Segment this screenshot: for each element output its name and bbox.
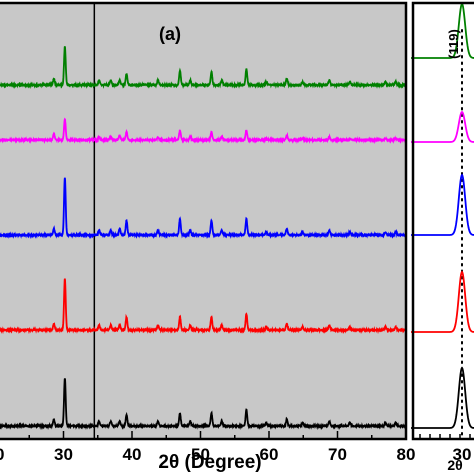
zoom-peak-series: [411, 270, 474, 333]
x-tick-label: 60: [260, 445, 279, 464]
xrd-pattern-series: [0, 278, 407, 335]
zoom-peak-series: [411, 2, 474, 59]
peak-annotation: (119): [446, 29, 461, 59]
xrd-pattern-series: [0, 177, 407, 240]
zoom-x-tick-label: 30: [453, 445, 472, 464]
zoom-plot-background: [413, 3, 474, 439]
zoom-peak-series: [411, 366, 474, 429]
series-group: [0, 46, 407, 431]
zoom-series-group: [411, 2, 474, 429]
x-axis-ticks: [28, 431, 407, 439]
x-tick-label: 40: [123, 445, 142, 464]
zoom-peak-series: [411, 110, 474, 143]
x-tick-label: 70: [328, 445, 347, 464]
main-panel: 20 30 40 50 60 70 80 (a) 2θ (Degree): [0, 1, 415, 473]
xrd-pattern-series: [0, 46, 407, 90]
zoom-peak-series: [411, 173, 474, 236]
x-tick-label: 30: [54, 445, 73, 464]
x-tick-label: 50: [191, 445, 210, 464]
zoom-x-axis-title: 2θ: [447, 457, 462, 473]
zoom-panel: (119) 30 2θ: [411, 1, 474, 473]
xrd-pattern-series: [0, 378, 407, 431]
panel-label: (a): [159, 24, 181, 44]
x-axis-title: 2θ (Degree): [158, 452, 261, 473]
x-tick-labels: 20 30 40 50 60 70 80: [0, 445, 415, 464]
x-tick-label: 80: [397, 445, 416, 464]
x-tick-label: 20: [0, 445, 4, 464]
plot-background: [0, 3, 406, 439]
zoom-x-axis-ticks: [419, 434, 471, 439]
xrd-pattern-series: [0, 117, 407, 145]
